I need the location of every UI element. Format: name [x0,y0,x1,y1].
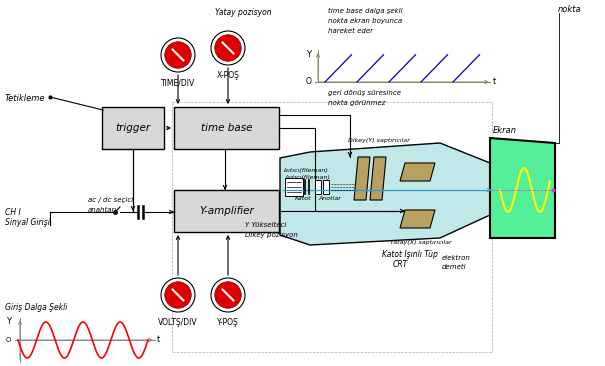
Text: Yatay pozisyon: Yatay pozisyon [215,8,272,17]
Text: Y-POŞ: Y-POŞ [217,318,239,327]
Polygon shape [354,157,370,200]
Text: Isıtıcı(fileman): Isıtıcı(fileman) [284,168,329,173]
Bar [174,107,279,149]
Text: O: O [5,337,11,343]
Text: anahtarı: anahtarı [88,207,117,213]
Text: time base: time base [201,123,252,133]
Text: time base dalga şekli: time base dalga şekli [328,8,402,14]
Text: trigger: trigger [116,123,151,133]
Polygon shape [400,163,435,181]
Text: TIME/DIV: TIME/DIV [161,78,195,87]
Text: Katot: Katot [295,196,312,201]
Bar [315,180,321,194]
Circle shape [161,278,195,312]
Bar [102,107,164,149]
Circle shape [215,35,241,61]
Bar [172,102,492,352]
Text: Y: Y [6,317,11,326]
Text: elektron: elektron [442,255,471,261]
Text: nokta görünmez: nokta görünmez [328,100,385,106]
Polygon shape [490,138,555,238]
Text: Sinyal Girişi: Sinyal Girişi [5,218,50,227]
Text: Giriş Dalga Şekli: Giriş Dalga Şekli [5,303,67,312]
Text: Dikey(Y) saptırıcılar: Dikey(Y) saptırıcılar [348,138,410,143]
Text: hareket eder: hareket eder [328,28,373,34]
Text: Dikey pozisyon: Dikey pozisyon [245,232,298,238]
Text: ac / dc seçici: ac / dc seçici [88,197,133,203]
Text: Y Yükselteci: Y Yükselteci [245,222,286,228]
Text: Isıtıcı(fileman): Isıtıcı(fileman) [286,175,331,180]
Text: nokta: nokta [558,5,581,14]
Polygon shape [400,210,435,228]
Bar [285,178,303,196]
Text: CRT: CRT [393,260,408,269]
Text: Tetikleme: Tetikleme [5,94,45,103]
Text: geri dönüş süresince: geri dönüş süresince [328,90,401,96]
Text: Y-amplifier: Y-amplifier [199,206,254,216]
Circle shape [211,278,245,312]
Circle shape [165,42,191,68]
Circle shape [215,282,241,308]
Circle shape [165,282,191,308]
Polygon shape [370,157,386,200]
Text: Y: Y [306,50,311,59]
Text: CH I: CH I [5,208,21,217]
Bar [323,180,329,194]
Circle shape [211,31,245,65]
Text: VOLTŞ/DIV: VOLTŞ/DIV [158,318,198,327]
Text: nokta ekran boyunca: nokta ekran boyunca [328,18,402,24]
Text: Yatay(X) saptırıcılar: Yatay(X) saptırıcılar [390,240,451,245]
Text: Anotlar: Anotlar [318,196,341,201]
Text: X-POŞ: X-POŞ [217,71,240,80]
Bar [174,190,279,232]
Text: demeti: demeti [442,264,466,270]
Text: Ekran: Ekran [493,126,517,135]
Circle shape [161,38,195,72]
Text: Katot Işınlı Tüp: Katot Işınlı Tüp [382,250,438,259]
Text: t: t [493,78,496,86]
Text: O: O [305,78,311,86]
Polygon shape [280,143,490,245]
Text: t: t [157,336,160,344]
